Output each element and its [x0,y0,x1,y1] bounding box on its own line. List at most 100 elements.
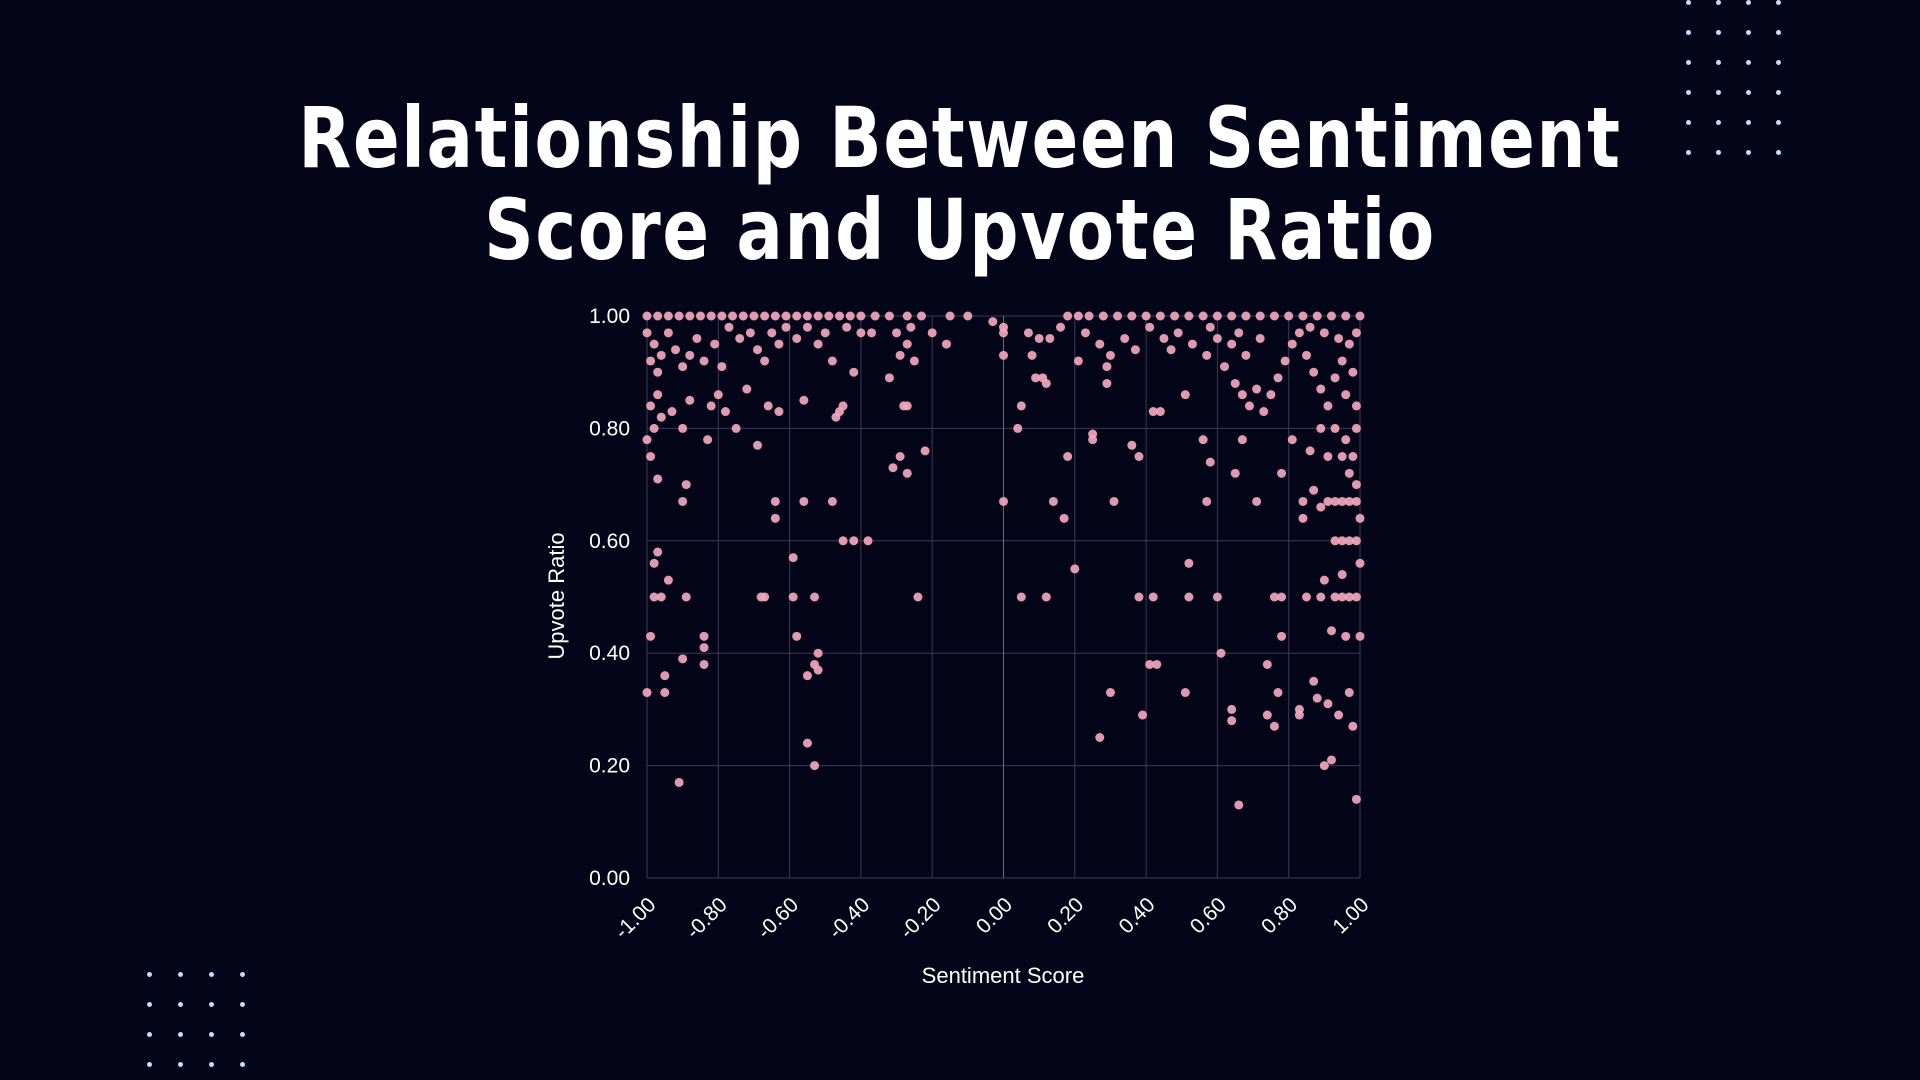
decorative-dot [240,1032,245,1037]
decorative-dot [1746,60,1751,65]
data-point-91 [1073,356,1083,366]
data-point-105 [1152,659,1162,669]
data-point-197 [824,311,834,321]
data-point-170 [1348,452,1358,461]
data-point-12 [678,496,688,506]
grid-lines [646,315,1361,879]
data-point-200 [856,311,866,321]
data-point-235 [678,362,688,372]
data-point-273 [1212,333,1222,343]
data-point-180 [642,311,652,321]
decorative-dot [1776,30,1781,35]
data-point-15 [699,643,709,653]
data-point-239 [710,339,720,349]
data-point-107 [1155,407,1165,417]
data-point-19 [642,435,652,445]
data-point-43 [802,738,812,748]
x-tick-label-3: -0.40 [824,893,874,943]
data-point-61 [895,452,905,461]
data-point-57 [799,395,809,405]
data-point-38 [788,553,798,563]
data-point-8 [663,575,673,585]
data-point-281 [1273,373,1283,383]
data-point-121 [1230,468,1240,478]
decorative-dot [1776,120,1781,125]
x-tick-label-10: 1.00 [1328,893,1373,938]
decorative-dot [178,972,183,977]
data-point-289 [1330,373,1340,383]
data-point-103 [1145,659,1155,669]
data-point-126 [1269,721,1279,731]
data-point-181 [653,311,663,321]
data-point-150 [1351,794,1361,804]
data-point-237 [692,333,702,343]
decorative-dot [1686,0,1691,5]
data-point-114 [1202,496,1212,506]
data-point-67 [884,373,894,383]
data-point-156 [1330,536,1340,546]
data-point-203 [902,311,912,321]
decorative-dot [240,972,245,977]
data-point-78 [999,496,1008,506]
data-point-79 [1013,423,1023,433]
data-point-222 [1284,311,1294,321]
data-point-196 [813,311,823,321]
data-point-17 [653,474,663,484]
data-point-16 [699,659,709,669]
data-point-179 [1316,502,1326,512]
y-axis-label: Upvote Ratio [544,532,569,659]
data-point-153 [1355,513,1365,523]
data-point-88 [1059,513,1069,523]
y-tick-label-1: 0.20 [589,755,630,778]
data-point-275 [1230,378,1240,388]
data-point-204 [917,311,927,321]
decorative-dot [1686,60,1691,65]
data-point-291 [1344,339,1354,349]
data-point-62 [902,468,912,478]
data-point-277 [1244,401,1254,411]
data-point-98 [1109,496,1119,506]
data-point-118 [1227,704,1237,714]
data-point-296 [1334,333,1344,343]
data-point-219 [1241,311,1251,321]
data-point-193 [781,311,791,321]
data-point-66 [902,401,912,411]
x-tick-label-0: -1.00 [610,893,660,943]
data-point-1 [646,631,656,641]
decorative-dot [1686,150,1691,155]
data-point-3 [653,547,663,557]
data-point-109 [1180,688,1190,698]
data-point-290 [1337,356,1347,366]
data-point-250 [802,322,812,332]
data-point-149 [1348,721,1358,731]
decorative-dot [1746,150,1751,155]
data-point-175 [1351,423,1361,433]
data-point-110 [1180,390,1190,400]
data-point-106 [1148,407,1158,417]
data-point-155 [1316,592,1326,602]
data-point-29 [713,390,723,400]
data-point-294 [1341,390,1351,400]
data-point-242 [735,333,745,343]
data-point-256 [867,328,877,338]
data-point-176 [1316,423,1326,433]
decorative-dot [1746,90,1751,95]
data-point-112 [1184,558,1194,568]
y-tick-label-4: 0.80 [589,417,630,440]
data-point-127 [1273,688,1283,698]
data-point-60 [888,463,898,473]
decorative-dot [1716,0,1721,5]
data-point-171 [1344,468,1354,478]
data-point-168 [1323,452,1333,461]
data-point-214 [1170,311,1180,321]
data-point-87 [1048,496,1058,506]
data-point-44 [810,761,820,771]
data-point-258 [906,322,916,332]
data-point-233 [663,328,673,338]
data-point-82 [1027,350,1037,360]
data-point-167 [1337,592,1347,602]
data-point-55 [838,401,848,411]
data-point-39 [788,592,798,602]
data-point-96 [1102,378,1112,388]
decorative-dot [209,1002,214,1007]
